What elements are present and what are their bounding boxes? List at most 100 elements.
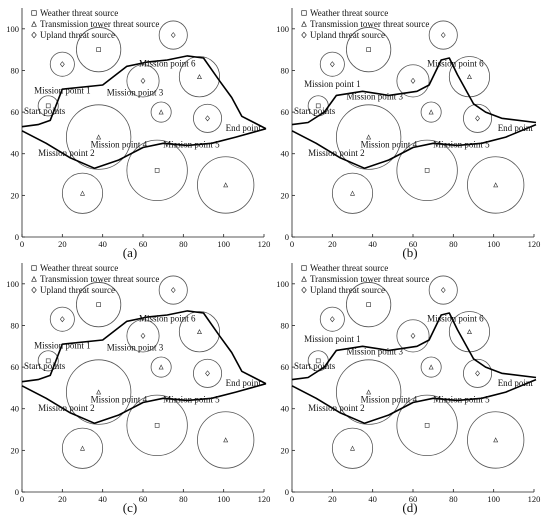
x-tick-label: 0 [290,494,294,504]
x-tick-label: 0 [20,239,24,249]
tower-threat-zone [61,427,104,469]
tower-threat-zone [61,172,104,214]
mission-point-1-label: Mission point 1 [34,85,91,95]
mission-point-4-label: Mission point 4 [361,394,418,404]
panel-caption: (a) [123,245,137,260]
mission-point-2-label: Mission point 2 [38,403,95,413]
y-tick-label: 20 [11,445,20,455]
mission-point-5-label: Mission point 5 [433,394,490,404]
legend-weather-label: Weather threat source [310,8,388,18]
mission-point-6-label: Mission point 6 [139,58,196,68]
legend-weather-icon [301,265,307,271]
mission-point-4-label: Mission point 4 [91,139,148,149]
upland-threat-zone [126,64,160,98]
upland-threat-zone [396,319,430,353]
upper-route-line [21,310,267,385]
tower-threat-marker [350,190,355,196]
y-tick-label: 40 [281,404,290,414]
start-points-label: Start points [294,106,336,116]
tower-threat-marker [158,109,164,115]
mission-point-5-label: Mission point 5 [163,394,220,404]
y-tick-label: 0 [285,487,289,497]
legend-upland-label: Upland threat source [310,30,385,40]
y-tick-label: 100 [276,24,289,34]
legend-upland-icon [301,31,307,39]
upland-threat-marker [440,32,446,39]
tower-threat-marker [80,190,85,196]
upper-route-line [291,57,537,126]
end-point-label: End point [226,123,262,133]
upland-threat-zone [49,306,75,332]
weather-threat-marker [96,47,101,52]
weather-threat-marker [424,168,430,173]
mission-point-3-label: Mission point 3 [107,87,164,97]
y-tick-label: 60 [11,362,20,372]
mission-point-1-label: Mission point 1 [304,79,361,89]
legend-upland-icon [301,286,307,294]
tower-threat-marker [158,364,164,370]
tower-threat-marker [96,134,102,140]
tower-threat-marker [493,437,499,443]
weather-threat-zone [346,27,392,73]
legend-weather-label: Weather threat source [310,263,388,273]
legend-upland-label: Upland threat source [40,30,115,40]
upland-threat-marker [205,115,210,122]
weather-threat-zone [346,282,392,328]
panel-a: 0 20 40 60 80 100 120 0 20 40 60 80 100 Start points E… [6,8,270,260]
legend-weather-icon [31,10,37,16]
upland-threat-zone [428,275,458,305]
x-tick-label: 60 [139,494,148,504]
weather-threat-zone [37,95,59,117]
weather-threat-marker [45,103,51,109]
x-tick-label: 100 [217,239,230,249]
tower-threat-zone [331,427,374,469]
upland-threat-zone [319,306,345,332]
legend-tower-icon [31,20,37,27]
y-tick-label: 0 [285,232,289,242]
weather-threat-zone [126,394,188,457]
upland-threat-zone [463,358,493,388]
upper-route-line [291,312,537,381]
tower-threat-zone [335,359,402,425]
weather-threat-marker [315,103,321,109]
weather-threat-zone [76,27,122,73]
panel-caption: (d) [402,500,417,515]
mission-point-4-label: Mission point 4 [361,139,418,149]
y-tick-label: 80 [11,320,20,330]
tower-threat-marker [428,364,434,370]
weather-threat-marker [154,168,160,173]
tower-threat-marker [466,329,472,335]
y-tick-label: 40 [281,149,290,159]
tower-threat-marker [96,389,102,395]
weather-threat-zone [76,282,122,328]
panel-caption: (c) [123,500,137,515]
mission-point-1-label: Mission point 1 [34,340,91,350]
lower-route-line [291,123,537,170]
y-tick-label: 60 [281,362,290,372]
lower-route-line [21,382,267,425]
tower-threat-marker [223,437,229,443]
end-point-label: End point [498,378,534,388]
x-tick-label: 40 [98,239,107,249]
tower-threat-marker [196,329,202,335]
tower-threat-zone [197,156,255,214]
y-tick-label: 0 [15,232,19,242]
x-tick-label: 100 [217,494,230,504]
weather-threat-marker [366,47,371,52]
legend-weather-icon [301,10,307,16]
x-tick-label: 100 [487,239,500,249]
mission-point-2-label: Mission point 2 [308,148,365,158]
legend-tower-label: Transmission tower threat source [40,274,159,284]
tower-threat-marker [80,445,85,451]
upland-threat-zone [158,275,188,305]
y-tick-label: 60 [281,107,290,117]
upland-threat-marker [410,77,416,84]
end-point-label: End point [226,378,262,388]
legend-tower-label: Transmission tower threat source [40,19,159,29]
x-tick-label: 120 [528,239,541,249]
mission-point-6-label: Mission point 6 [427,58,484,68]
tower-threat-zone [178,311,221,353]
legend-upland-label: Upland threat source [310,285,385,295]
tower-threat-marker [366,389,372,395]
upland-threat-zone [126,319,160,353]
